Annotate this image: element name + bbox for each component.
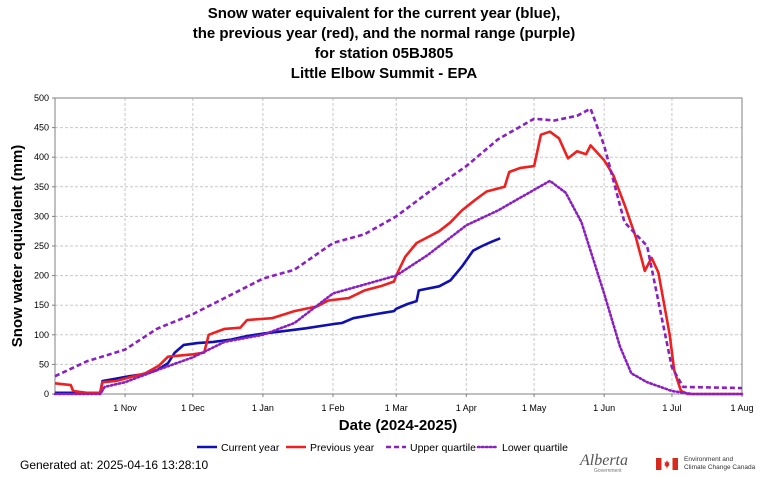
x-tick-label: 1 Aug — [730, 403, 753, 413]
y-axis-title: Snow water equivalent (mm) — [9, 145, 26, 348]
logos: Alberta Government Environment and Clima… — [580, 452, 768, 474]
x-tick-label: 1 Apr — [456, 403, 477, 413]
eccc-line-1: Environment and — [684, 456, 734, 463]
title-line-1: Snow water equivalent for the current ye… — [207, 5, 561, 22]
y-tick-label: 450 — [34, 123, 49, 133]
x-axis-title: Date (2024-2025) — [339, 417, 457, 434]
eccc-line-2: Climate Change Canada — [684, 464, 756, 471]
y-tick-label: 150 — [34, 300, 49, 310]
ticks-layer: 0 50 100 150 200 250 300 350 400 450 500 1 Nov 1 Dec… — [34, 93, 754, 413]
y-tick-label: 400 — [34, 152, 49, 162]
series-layer — [53, 107, 744, 396]
legend-label: Previous year — [310, 442, 375, 454]
x-tick-label: 1 Feb — [321, 403, 344, 413]
legend-label: Upper quartile — [410, 442, 476, 454]
legend-label: Lower quartile — [502, 442, 568, 454]
series-line-upper-quartile — [54, 107, 743, 390]
alberta-logo-subtext: Government — [594, 468, 622, 474]
x-tick-label: 1 Jan — [252, 403, 274, 413]
y-tick-label: 100 — [34, 330, 49, 340]
title-line-2: the previous year (red), and the normal … — [192, 25, 576, 42]
x-tick-label: 1 May — [522, 403, 547, 413]
legend-label: Current year — [221, 442, 280, 454]
x-tick-label: 1 Mar — [385, 403, 408, 413]
chart-title: Snow water equivalent for the current ye… — [0, 4, 768, 84]
y-tick-label: 500 — [34, 93, 49, 103]
alberta-logo: Alberta — [580, 452, 628, 469]
y-tick-label: 50 — [39, 359, 49, 369]
y-tick-label: 0 — [44, 389, 49, 399]
x-tick-label: 1 Nov — [113, 403, 137, 413]
title-line-4: Little Elbow Summit - EPA — [290, 65, 478, 82]
x-tick-label: 1 Dec — [181, 403, 205, 413]
y-tick-label: 200 — [34, 271, 49, 281]
generated-timestamp: Generated at: 2025-04-16 13:28:10 — [20, 458, 209, 472]
y-tick-label: 300 — [34, 211, 49, 221]
series-line-previous-year — [54, 130, 742, 396]
canada-flag-icon — [656, 458, 678, 470]
y-tick-label: 250 — [34, 241, 49, 251]
eccc-logo-text: Environment and Climate Change Canada — [684, 456, 755, 472]
x-tick-label: 1 Jul — [662, 403, 681, 413]
title-line-3: for station 05BJ805 — [314, 45, 454, 62]
y-tick-label: 350 — [34, 182, 49, 192]
legend: Current year Previous year Upper quartile L… — [197, 442, 568, 454]
series-line-lower-quartile — [53, 179, 744, 396]
x-tick-label: 1 Jun — [593, 403, 615, 413]
